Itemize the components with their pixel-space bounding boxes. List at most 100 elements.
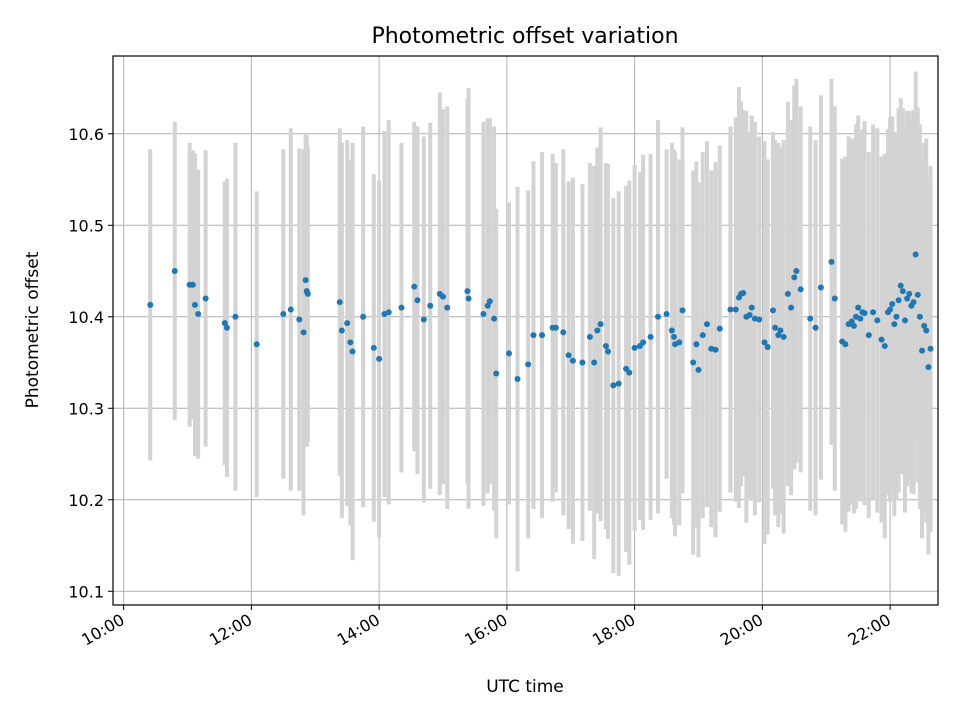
data-point: [280, 311, 287, 318]
y-tick-label: 10.5: [68, 216, 104, 235]
x-axis-label: UTC time: [486, 677, 564, 697]
data-point: [336, 299, 343, 306]
data-point: [748, 304, 755, 311]
y-tick-label: 10.2: [68, 491, 104, 510]
data-point: [514, 375, 521, 382]
data-point: [732, 306, 739, 313]
data-point: [740, 289, 747, 296]
data-point: [756, 316, 763, 323]
data-point: [904, 295, 911, 302]
data-point: [189, 281, 196, 288]
data-point: [861, 310, 868, 317]
data-point: [647, 333, 654, 340]
data-point: [855, 304, 862, 311]
data-point: [679, 307, 686, 314]
y-tick-label: 10.3: [68, 399, 104, 418]
y-axis-ticks: 10.1 10.2 10.3 10.4 10.5 10.6: [68, 125, 113, 601]
data-point: [370, 344, 377, 351]
x-tick-label: 22:00: [845, 610, 894, 650]
data-point: [171, 268, 178, 275]
data-point: [817, 284, 824, 291]
data-point: [640, 339, 647, 346]
data-point: [870, 309, 877, 316]
data-point: [791, 274, 798, 281]
data-point: [916, 313, 923, 320]
data-point: [699, 332, 706, 339]
y-tick-label: 10.6: [68, 125, 104, 144]
data-point: [506, 350, 512, 357]
y-tick-label: 10.4: [68, 308, 104, 327]
data-point: [223, 324, 230, 331]
data-point: [874, 317, 881, 324]
data-point: [602, 343, 609, 350]
data-point: [793, 268, 800, 275]
data-point: [444, 304, 451, 311]
data-point: [772, 324, 779, 331]
chart-title: Photometric offset variation: [371, 24, 678, 49]
data-point: [565, 352, 572, 359]
data-point: [411, 283, 418, 290]
data-point: [927, 345, 934, 352]
data-point: [296, 316, 303, 323]
data-point: [586, 333, 593, 340]
data-point: [376, 355, 383, 362]
x-tick-label: 20:00: [717, 610, 766, 650]
data-point: [878, 336, 885, 343]
data-point: [671, 333, 677, 340]
data-point: [812, 324, 819, 331]
data-point: [440, 293, 446, 300]
data-point: [191, 301, 198, 308]
x-tick-label: 10:00: [78, 610, 127, 650]
data-point: [347, 339, 354, 346]
data-point: [912, 251, 919, 258]
data-point: [605, 348, 611, 355]
data-point: [398, 304, 405, 311]
data-point: [727, 306, 734, 313]
data-point: [668, 327, 675, 334]
data-point: [848, 318, 855, 325]
data-point: [831, 295, 838, 302]
data-point: [539, 332, 545, 339]
data-point: [344, 320, 351, 327]
data-point: [899, 288, 906, 295]
data-point: [486, 298, 493, 305]
data-point: [865, 332, 872, 339]
data-point: [480, 311, 487, 318]
data-point: [221, 320, 228, 327]
data-point: [626, 369, 633, 376]
data-point: [530, 332, 537, 339]
x-tick-label: 16:00: [461, 610, 510, 650]
data-point: [300, 329, 307, 336]
data-point: [764, 343, 771, 350]
data-point: [525, 361, 532, 368]
data-point: [360, 313, 367, 320]
data-point: [464, 288, 471, 295]
data-point: [780, 333, 787, 340]
data-point: [414, 297, 421, 304]
data-point: [147, 301, 154, 308]
data-point: [693, 341, 700, 348]
data-point: [919, 347, 926, 354]
data-point: [591, 359, 598, 366]
data-point: [631, 344, 638, 351]
data-point: [695, 366, 702, 373]
y-axis-label: Photometric offset: [23, 251, 43, 408]
data-point: [385, 309, 392, 316]
data-point: [925, 364, 932, 371]
x-tick-label: 18:00: [589, 610, 638, 650]
data-point: [910, 299, 917, 306]
data-point: [232, 313, 239, 320]
data-point: [202, 295, 209, 302]
data-point: [889, 300, 896, 307]
data-point: [690, 359, 697, 366]
data-point: [902, 317, 908, 324]
data-point: [850, 322, 857, 329]
data-point: [676, 339, 683, 346]
data-point: [761, 339, 768, 346]
data-point: [788, 304, 795, 311]
data-point: [842, 341, 849, 348]
data-point: [484, 302, 491, 309]
data-point: [663, 311, 670, 318]
data-point: [579, 359, 586, 366]
